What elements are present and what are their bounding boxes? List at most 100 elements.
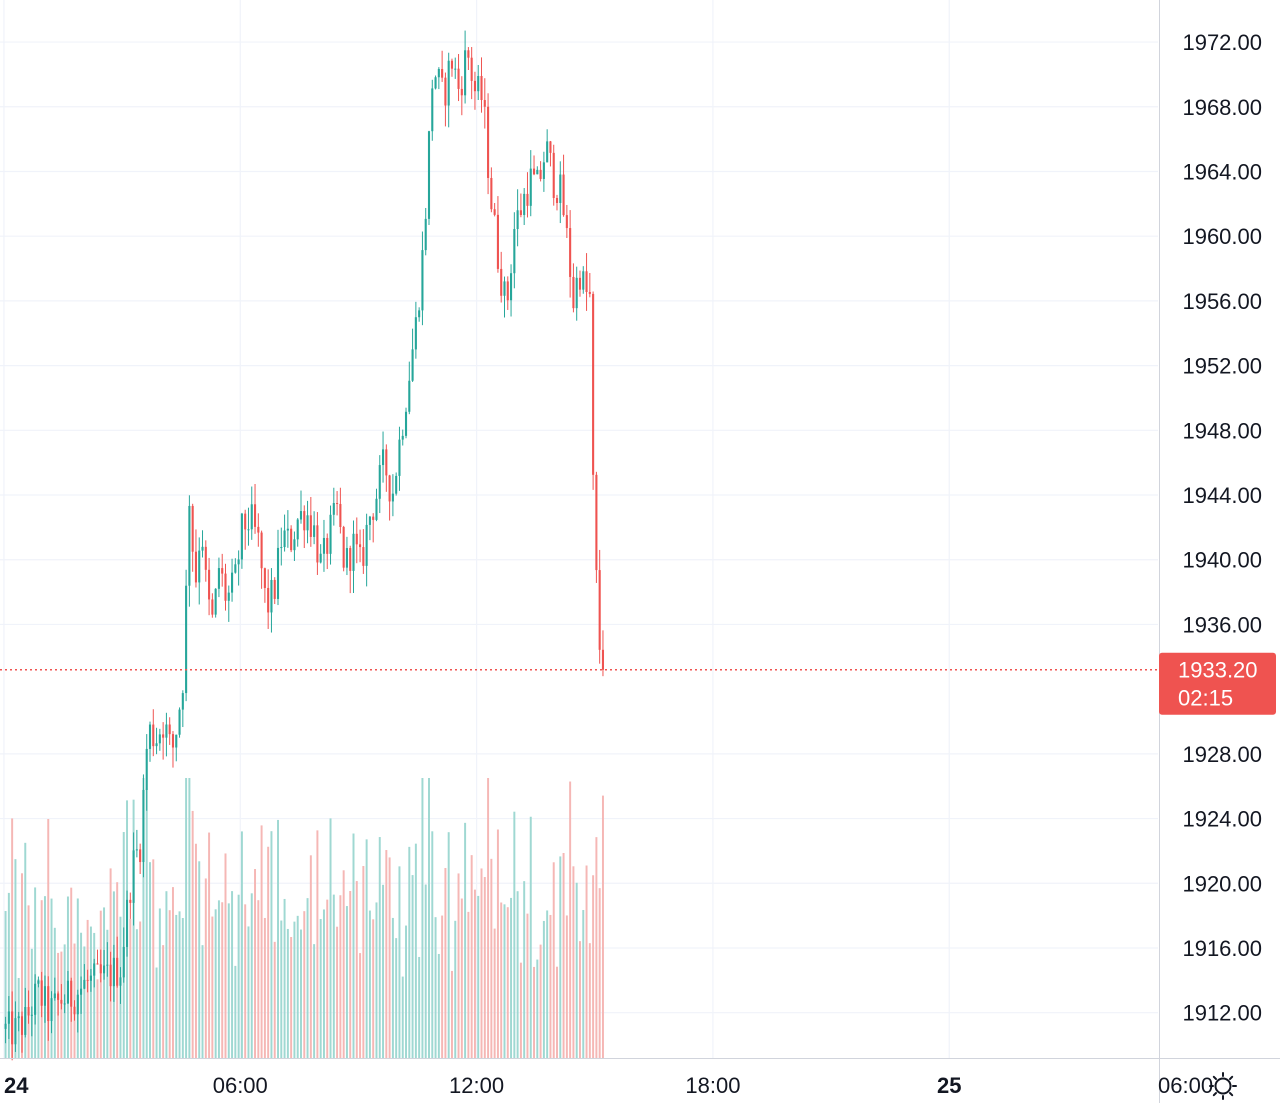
volume-bar — [70, 887, 73, 1058]
volume-bar — [549, 914, 552, 1058]
candle — [595, 474, 598, 571]
volume-bar — [316, 830, 319, 1058]
volume-bar — [510, 897, 513, 1058]
volume-bar — [418, 956, 421, 1058]
volume-bar — [339, 895, 342, 1058]
candle — [418, 310, 421, 318]
volume-bar — [336, 926, 339, 1058]
volume-bar — [89, 926, 92, 1058]
volume-bar — [244, 904, 247, 1058]
volume-bar — [103, 907, 106, 1058]
price-tick-label: 1924.00 — [1182, 807, 1262, 832]
volume-bar — [388, 857, 391, 1058]
candle — [162, 734, 165, 738]
candle — [391, 493, 394, 502]
volume-bar — [592, 875, 595, 1058]
candle — [257, 526, 260, 533]
time-axis[interactable]: 24 06:00 12:00 18:00 25 06:00 — [0, 1058, 1280, 1099]
volume-bar — [569, 781, 572, 1058]
candle — [372, 516, 375, 520]
volume-bar — [34, 887, 37, 1058]
candle — [483, 100, 486, 107]
candle — [355, 533, 358, 545]
volume-bar — [309, 855, 312, 1058]
volume-bar — [444, 868, 447, 1058]
volume-bar — [99, 910, 102, 1058]
candle — [496, 214, 499, 269]
candle — [477, 75, 480, 92]
volume-bar — [405, 925, 408, 1058]
volume-bar — [460, 898, 463, 1058]
volume-bar — [201, 945, 204, 1058]
candle — [487, 106, 490, 178]
volume-bar — [185, 778, 188, 1058]
volume-bar — [290, 936, 293, 1058]
candle — [53, 993, 56, 999]
volume-bar — [352, 833, 355, 1058]
candle — [89, 975, 92, 981]
candle — [575, 277, 578, 309]
price-tick-label: 1956.00 — [1182, 289, 1262, 314]
volume-bar — [523, 881, 526, 1058]
candle — [296, 519, 299, 540]
candle — [201, 546, 204, 551]
volume-bar — [375, 902, 378, 1058]
candle — [112, 957, 115, 987]
candle — [362, 547, 365, 566]
volume-bar — [565, 915, 568, 1058]
candle — [27, 1007, 30, 1016]
volume-bar — [480, 868, 483, 1058]
candle — [411, 349, 414, 381]
volume-bar — [194, 843, 197, 1058]
volume-bar — [155, 967, 158, 1058]
volume-bar — [546, 910, 549, 1058]
candle — [50, 998, 53, 1022]
volume-bar — [175, 914, 178, 1058]
volume-bar — [24, 842, 27, 1058]
candle — [276, 547, 280, 599]
volume-bar — [293, 921, 296, 1058]
volume-bar — [428, 778, 430, 1058]
volume-bar — [198, 861, 201, 1058]
candle — [503, 281, 506, 296]
candle — [529, 168, 532, 206]
candle — [424, 218, 427, 251]
volume-bar — [181, 918, 184, 1058]
volume-bar — [588, 943, 591, 1058]
candle — [217, 568, 220, 589]
volume-bar — [280, 920, 283, 1058]
price-tick-label: 1940.00 — [1182, 548, 1262, 573]
candle — [588, 292, 591, 294]
volume-bar — [224, 853, 227, 1058]
candle — [303, 511, 306, 531]
settings-gear-icon[interactable] — [1209, 1072, 1237, 1100]
volume-bar — [319, 919, 322, 1058]
candle — [208, 569, 211, 600]
candle — [273, 579, 276, 599]
candle — [96, 963, 99, 965]
volume-bar — [473, 889, 476, 1058]
volume-bar — [454, 920, 457, 1058]
candle — [80, 988, 83, 995]
price-axis[interactable]: 1972.00 1968.00 1964.00 1960.00 1956.00 1952.… — [1159, 0, 1276, 1103]
candle — [408, 380, 411, 412]
volume-bar — [533, 966, 536, 1058]
volume-bar — [129, 918, 132, 1058]
candle — [368, 516, 371, 525]
volume-bar — [556, 966, 558, 1058]
candle — [142, 789, 145, 863]
volume-bar — [506, 907, 509, 1058]
volume-bar — [575, 882, 578, 1058]
candle — [542, 162, 545, 179]
candle — [76, 994, 79, 1015]
candle — [155, 743, 158, 747]
candle — [93, 963, 96, 976]
candle — [404, 411, 408, 436]
volume-bar — [37, 979, 40, 1058]
candle — [480, 75, 483, 101]
candle — [204, 546, 207, 570]
candle — [250, 504, 253, 530]
price-tick-label: 1928.00 — [1182, 742, 1262, 767]
